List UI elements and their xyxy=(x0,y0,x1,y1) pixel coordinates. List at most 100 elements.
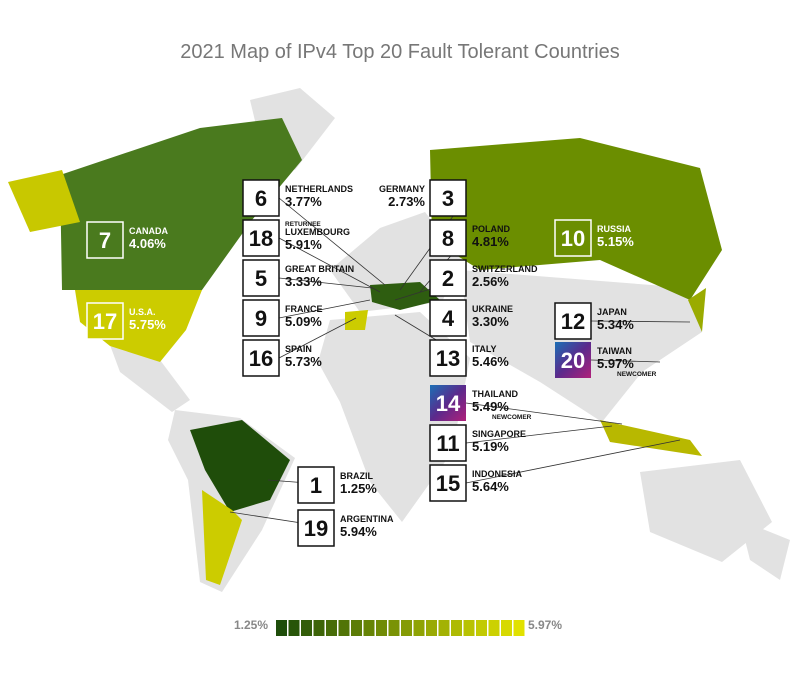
country-name: CANADA xyxy=(129,226,168,236)
leader-line xyxy=(278,237,381,293)
country-value: 5.91% xyxy=(285,237,322,252)
legend-max: 5.97% xyxy=(528,618,562,632)
leader-line xyxy=(590,320,691,323)
rank-box xyxy=(554,302,592,340)
country-name: BRAZIL xyxy=(340,471,373,481)
scale-swatch xyxy=(426,620,437,636)
scale-swatch xyxy=(363,620,375,636)
country-name: THAILAND xyxy=(472,389,518,399)
note: NEWCOMER xyxy=(492,414,532,421)
scale-swatch xyxy=(476,620,487,636)
rank: 1 xyxy=(310,473,322,498)
rank: 6 xyxy=(255,186,267,211)
rank-box xyxy=(429,299,467,337)
leader-line xyxy=(590,359,661,363)
country-name: UKRAINE xyxy=(472,304,513,314)
country-value: 5.64% xyxy=(472,479,509,494)
scale-swatch xyxy=(438,620,450,636)
world-map xyxy=(8,88,790,592)
leader-line xyxy=(465,425,613,444)
rank: 20 xyxy=(561,348,585,373)
rank: 17 xyxy=(93,309,117,334)
rank-box xyxy=(242,179,280,217)
rank: 12 xyxy=(561,309,585,334)
country-value: 5.34% xyxy=(597,317,634,332)
rank-box xyxy=(242,219,280,257)
leader-line xyxy=(278,277,373,289)
rank: 13 xyxy=(436,346,460,371)
country-name: GERMANY xyxy=(379,184,425,194)
rank-box xyxy=(429,259,467,297)
country-value: 5.46% xyxy=(472,354,509,369)
rank: 5 xyxy=(255,266,267,291)
country-name: ARGENTINA xyxy=(340,514,394,524)
rank: 18 xyxy=(249,226,273,251)
country-value: 5.73% xyxy=(285,354,322,369)
country-value: 2.56% xyxy=(472,274,509,289)
country-name: JAPAN xyxy=(597,307,627,317)
country-name: SINGAPORE xyxy=(472,429,526,439)
rank: 9 xyxy=(255,306,267,331)
rank-box xyxy=(242,339,280,377)
leader-line xyxy=(278,197,386,286)
leader-line xyxy=(278,317,357,359)
scale-swatch xyxy=(501,620,512,636)
note: RETURNEE xyxy=(285,221,321,228)
scale-swatch xyxy=(463,620,475,636)
country-value: 4.06% xyxy=(129,236,166,251)
country-name: TAIWAN xyxy=(597,346,632,356)
country-value: 5.09% xyxy=(285,314,322,329)
rank: 11 xyxy=(436,431,459,456)
rank-box xyxy=(242,259,280,297)
scale-swatch xyxy=(301,620,312,636)
rank: 2 xyxy=(442,266,454,291)
country-name: SWITZERLAND xyxy=(472,264,538,274)
rank-box xyxy=(429,219,467,257)
country-value: 3.30% xyxy=(472,314,509,329)
rank: 3 xyxy=(442,186,454,211)
rank: 10 xyxy=(561,226,585,251)
rank-box xyxy=(429,464,467,502)
rank-box xyxy=(242,299,280,337)
country-value: 5.94% xyxy=(340,524,377,539)
country-name: POLAND xyxy=(472,224,511,234)
country-name: FRANCE xyxy=(285,304,323,314)
scale-swatch xyxy=(401,620,412,636)
country-value: 5.15% xyxy=(597,234,634,249)
country-name: LUXEMBOURG xyxy=(285,227,350,237)
country-value: 2.73% xyxy=(388,194,425,209)
leader-line xyxy=(465,439,681,484)
country-name: SPAIN xyxy=(285,344,312,354)
scale-swatch xyxy=(451,620,462,636)
country-value: 4.81% xyxy=(472,234,509,249)
legend-min: 1.25% xyxy=(234,618,268,632)
rank: 16 xyxy=(249,346,273,371)
rank-box xyxy=(429,339,467,377)
scale-swatch xyxy=(351,620,362,636)
note: NEWCOMER xyxy=(617,371,657,378)
rank-box xyxy=(430,385,466,421)
rank-box xyxy=(429,179,467,217)
rank-box xyxy=(554,219,592,257)
scale-swatch xyxy=(288,620,300,636)
leader-line xyxy=(465,402,623,425)
rank: 8 xyxy=(442,226,454,251)
country-value: 3.77% xyxy=(285,194,322,209)
rank: 15 xyxy=(436,471,460,496)
scale-swatch xyxy=(276,620,287,636)
